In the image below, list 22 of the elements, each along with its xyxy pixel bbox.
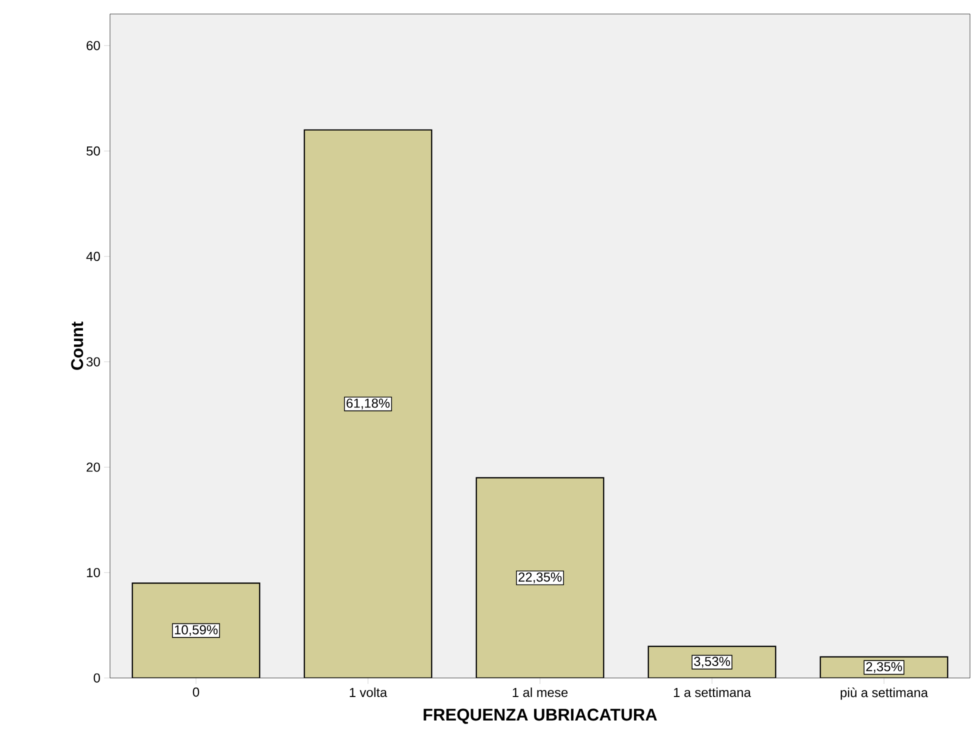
annotation: 2,35% — [866, 662, 902, 673]
y-tick-label: 30 — [86, 357, 100, 366]
y-axis-title: Count — [71, 322, 84, 370]
annotation: 3,53% — [694, 656, 730, 668]
annotation: 10,59% — [174, 625, 218, 636]
x-tick-label: 1 a settimana — [674, 688, 752, 698]
x-tick-label: 0 — [192, 688, 200, 697]
y-tick-label: 60 — [86, 41, 100, 50]
y-tick-label: 50 — [86, 146, 100, 156]
bar — [304, 129, 432, 678]
x-tick-label: più a settimana — [840, 688, 928, 700]
x-tick-label: 1 volta — [350, 688, 388, 698]
x-axis-title: FREQUENZA UBRIACATURA — [424, 708, 657, 724]
y-tick-label: 10 — [87, 568, 100, 578]
x-tick-label: 1 al mese — [512, 688, 568, 698]
bar — [476, 477, 604, 678]
y-tick-label: 20 — [86, 462, 100, 472]
annotation: 22,35% — [518, 572, 562, 584]
y-tick-label: 40 — [86, 252, 100, 262]
bar — [132, 583, 260, 678]
annotation: 61,18% — [346, 398, 390, 410]
y-tick-label: 0 — [94, 673, 100, 683]
